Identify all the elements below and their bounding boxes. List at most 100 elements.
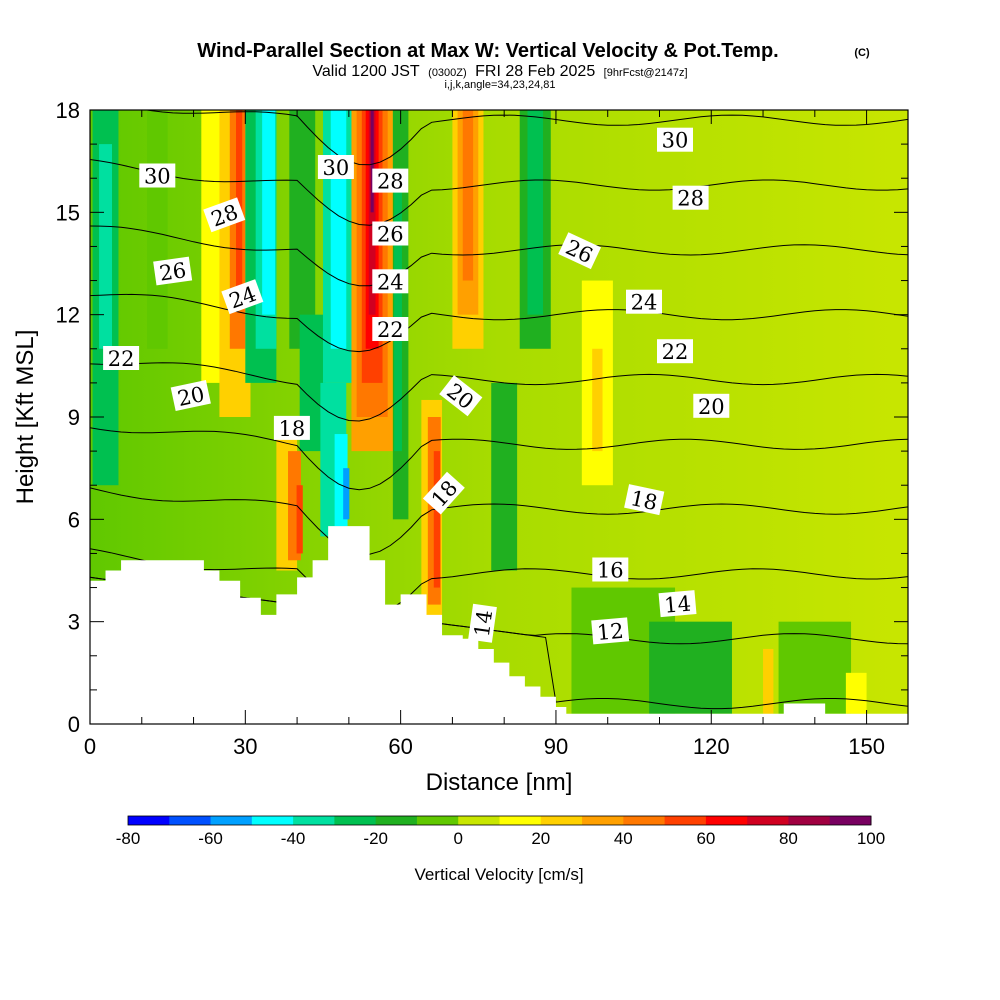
isentrope-line	[90, 0, 908, 34]
valid-utc: (0300Z)	[428, 67, 467, 79]
contour-label-text: 22	[377, 318, 404, 342]
colorbar-swatch	[499, 816, 542, 825]
x-tick-label: 120	[693, 734, 730, 759]
contour-label-text: 30	[144, 165, 171, 189]
contour-label-text: 14	[663, 591, 692, 617]
colorbar-tick-label: -40	[281, 829, 306, 848]
colorbar-swatch	[251, 816, 294, 825]
velocity-field	[90, 0, 908, 724]
y-tick-label: 18	[56, 98, 80, 123]
contour-label-text: 12	[596, 619, 625, 645]
colorbar-tick-label: 100	[857, 829, 885, 848]
contour-label-text: 28	[677, 187, 704, 211]
contour-label: 24	[626, 289, 662, 315]
x-tick-label: 30	[233, 734, 257, 759]
chart-subtitle: Valid 1200 JST (0300Z) FRI 28 Feb 2025 […	[312, 63, 687, 80]
contour-label-text: 16	[597, 559, 624, 583]
velocity-band	[592, 348, 603, 452]
colorbar-swatch	[829, 816, 872, 825]
colorbar-tick-label: -80	[116, 829, 141, 848]
colorbar-swatch	[334, 816, 377, 825]
contour-label: 20	[170, 380, 211, 411]
colorbar-swatch	[664, 816, 707, 825]
contour-label: 12	[591, 617, 630, 645]
ijk-line: i,j,k,angle=34,23,24,81	[444, 79, 555, 91]
contour-label: 30	[657, 127, 693, 153]
colorbar-swatch	[747, 816, 789, 825]
contour-label: 16	[592, 557, 629, 583]
colorbar-tick-label: 20	[531, 829, 550, 848]
velocity-band	[146, 110, 168, 349]
colorbar-swatch	[293, 816, 335, 825]
contour-label: 26	[153, 256, 193, 286]
contour-label-text: 28	[377, 170, 404, 194]
velocity-band	[778, 621, 852, 714]
terrain-mask	[90, 526, 908, 724]
x-axis-label: Distance [nm]	[426, 769, 573, 796]
valid-date: FRI 28 Feb 2025	[475, 63, 595, 80]
velocity-band	[491, 382, 518, 571]
velocity-band	[262, 110, 276, 315]
contour-label-text: 22	[662, 340, 689, 364]
velocity-band	[296, 485, 303, 554]
contour-label: 14	[468, 603, 497, 643]
colorbar-swatch	[582, 816, 624, 825]
contour-label-text: 24	[631, 291, 658, 315]
velocity-band	[370, 110, 374, 213]
contour-label: 22	[657, 339, 693, 364]
colorbar-swatch	[623, 816, 666, 825]
colorbar-label: Vertical Velocity [cm/s]	[414, 865, 583, 884]
contour-label: 20	[693, 393, 730, 419]
contour-label-text: 14	[470, 608, 497, 638]
colorbar	[127, 815, 872, 826]
y-tick-label: 9	[68, 405, 80, 430]
y-tick-label: 15	[56, 200, 80, 225]
chart-title: Wind-Parallel Section at Max W: Vertical…	[197, 40, 778, 62]
colorbar-tick-label: 80	[779, 829, 798, 848]
contour-label-text: 20	[698, 395, 725, 419]
contour-label-text: 20	[175, 382, 206, 411]
contour-label: 30	[317, 155, 354, 180]
velocity-band	[330, 110, 347, 349]
contour-label: 26	[372, 221, 409, 247]
isentrope-line	[90, 225, 908, 287]
colorbar-swatch	[788, 816, 831, 825]
contour-label: 30	[139, 163, 176, 189]
contour-label: 22	[103, 346, 140, 371]
y-tick-label: 12	[56, 303, 80, 328]
colorbar-tick-label: -60	[198, 829, 223, 848]
colorbar-swatch	[375, 816, 418, 825]
isentrope-line	[90, 487, 908, 555]
velocity-band	[763, 648, 774, 714]
contour-label: 24	[372, 269, 409, 294]
colorbar-tick-label: 60	[696, 829, 715, 848]
velocity-band	[343, 468, 350, 520]
velocity-band	[289, 110, 316, 349]
velocity-band	[433, 451, 440, 588]
contour-label-text: 30	[662, 129, 689, 153]
valid-prefix: Valid 1200 JST	[312, 63, 420, 80]
contour-label: 18	[624, 484, 665, 515]
contour-label-text: 18	[628, 486, 659, 515]
velocity-band	[649, 621, 732, 714]
y-tick-label: 3	[68, 610, 80, 635]
velocity-band	[527, 110, 544, 315]
colorbar-swatch	[210, 816, 253, 825]
colorbar-swatch	[169, 816, 212, 825]
y-axis-label: Height [Kft MSL]	[12, 330, 39, 505]
colorbar-tick-label: 40	[614, 829, 633, 848]
contour-label-text: 22	[108, 347, 135, 371]
colorbar-tick-label: 0	[453, 829, 462, 848]
contour-label-text: 26	[158, 258, 188, 285]
contour-label-text: 26	[377, 223, 404, 247]
velocity-band	[845, 672, 867, 714]
isentrope-line	[90, 159, 908, 226]
velocity-band	[394, 178, 402, 452]
x-tick-label: 150	[848, 734, 885, 759]
y-tick-label: 6	[68, 507, 80, 532]
x-tick-label: 0	[84, 734, 96, 759]
forecast-info: [9hrFcst@2147z]	[604, 67, 688, 79]
isentrope-line	[143, 110, 908, 166]
isentrope-line	[90, 362, 908, 422]
